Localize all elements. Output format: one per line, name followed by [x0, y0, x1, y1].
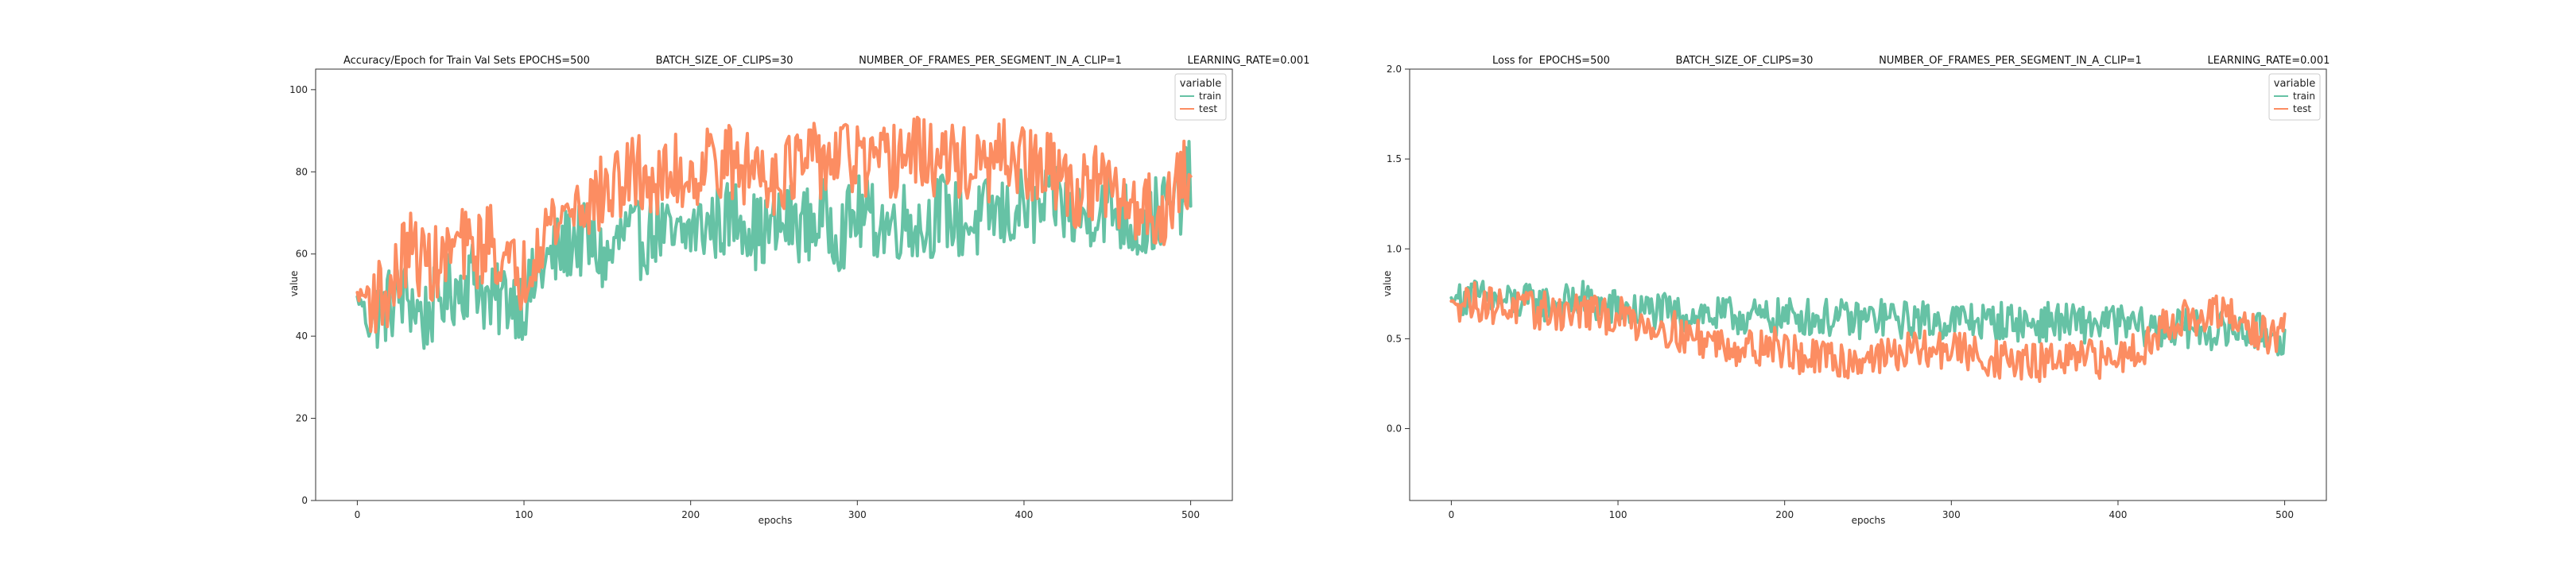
accuracy-legend-title: variable	[1180, 78, 1221, 90]
accuracy-y-tick-label: 100	[289, 84, 308, 95]
loss-y-tick-label: 1.5	[1387, 153, 1402, 164]
accuracy-chart: Accuracy/Epoch for Train Val Sets EPOCHS…	[289, 55, 1309, 526]
loss-legend-label-train: train	[2293, 91, 2315, 102]
loss-y-axis-label: value	[1382, 271, 1393, 297]
accuracy-axes-frame	[315, 68, 1233, 501]
accuracy-x-tick-label: 400	[1015, 509, 1034, 520]
accuracy-legend-label-train: train	[1199, 91, 1221, 102]
loss-x-axis-label: epochs	[1852, 515, 1886, 526]
accuracy-x-tick-label: 500	[1181, 509, 1200, 520]
loss-legend-label-test: test	[2293, 103, 2311, 114]
accuracy-legend-label-test: test	[1199, 103, 1217, 114]
accuracy-x-axis-label: epochs	[758, 515, 793, 526]
accuracy-plot-area: 0 100 200 300 400 500 0 20 40 60 80 100 variabletrai…	[289, 68, 1233, 520]
loss-y-tick-label: 2.0	[1387, 64, 1402, 75]
accuracy-y-axis-label: value	[289, 271, 300, 297]
loss-y-tick-label: 0.0	[1387, 423, 1402, 435]
loss-y-tick-label: 0.5	[1387, 333, 1402, 344]
loss-x-tick-label: 500	[2275, 509, 2294, 520]
accuracy-y-tick-label: 60	[296, 249, 308, 260]
accuracy-x-tick-label: 200	[681, 509, 700, 520]
accuracy-y-tick-label: 80	[296, 166, 308, 177]
accuracy-x-tick-label: 300	[848, 509, 867, 520]
loss-series-line-test	[1449, 280, 2287, 383]
accuracy-y-tick-label: 40	[296, 330, 308, 342]
accuracy-y-tick-label: 20	[296, 413, 308, 424]
loss-x-tick-label: 200	[1775, 509, 1794, 520]
accuracy-series-line-test	[355, 115, 1193, 334]
loss-y-tick-label: 1.0	[1387, 243, 1402, 254]
accuracy-x-tick-label: 100	[515, 509, 533, 520]
accuracy-y-tick-label: 0	[301, 495, 308, 506]
loss-x-tick-label: 300	[1942, 509, 1961, 520]
loss-chart-title: Loss for EPOCHS=500 BATCH_SIZE_OF_CLIPS=…	[1492, 55, 2330, 67]
loss-legend-title: variable	[2274, 78, 2315, 90]
loss-axes-frame	[1409, 68, 2327, 501]
loss-x-tick-label: 400	[2109, 509, 2128, 520]
loss-x-tick-label: 0	[1449, 509, 1455, 520]
loss-x-tick-label: 100	[1609, 509, 1627, 520]
loss-chart: Loss for EPOCHS=500 BATCH_SIZE_OF_CLIPS=…	[1382, 55, 2330, 526]
accuracy-x-tick-label: 0	[355, 509, 361, 520]
loss-plot-area: 0 100 200 300 400 5000.00.51.01.52.0variablet…	[1387, 64, 2327, 520]
accuracy-chart-title: Accuracy/Epoch for Train Val Sets EPOCHS…	[343, 55, 1309, 67]
